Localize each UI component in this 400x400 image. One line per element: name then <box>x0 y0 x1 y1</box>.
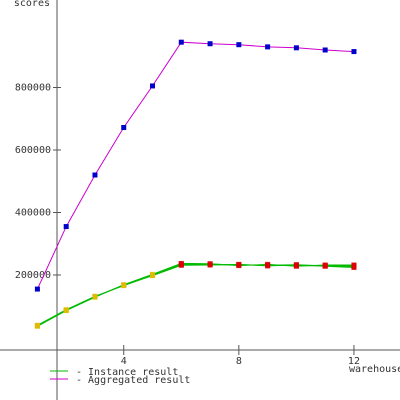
aggregated-point-12 <box>351 49 357 55</box>
y-ticks: 200000 400000 600000 800000 <box>15 83 61 281</box>
y-tick-label-400000: 400000 <box>15 208 51 219</box>
aggregated-point-6 <box>178 39 184 45</box>
aggregated-point-8 <box>236 42 242 48</box>
instance-4-point-8 <box>236 262 242 268</box>
instance-4-point-1 <box>34 322 40 328</box>
x-axis-label: warehouses <box>349 364 400 375</box>
aggregated-point-4 <box>121 125 127 130</box>
x-tick-label-12: 12 <box>348 356 360 367</box>
legend-label-aggregated: - Aggregated result <box>76 375 190 386</box>
series-line-instance-3 <box>37 262 354 327</box>
series-line-instance-4 <box>37 264 355 326</box>
instance-4-point-5 <box>150 272 156 278</box>
instance-4-point-6 <box>178 262 184 268</box>
instance-4-point-10 <box>293 262 299 268</box>
y-tick-label-600000: 600000 <box>15 145 51 156</box>
instance-4-point-9 <box>265 262 271 268</box>
aggregated-point-5 <box>150 83 156 89</box>
instance-4-point-12 <box>351 264 357 270</box>
aggregated-point-7 <box>207 41 213 47</box>
aggregated-point-1 <box>34 286 40 292</box>
x-ticks: 4 8 12 <box>121 345 360 367</box>
y-tick-label-200000: 200000 <box>15 270 51 281</box>
instance-4-point-3 <box>92 293 98 299</box>
instance-4-point-11 <box>322 263 328 269</box>
x-tick-label-4: 4 <box>121 356 127 367</box>
series-line-instance-1 <box>37 263 354 327</box>
x-tick-label-8: 8 <box>236 356 242 367</box>
instance-4-point-7 <box>207 262 213 268</box>
series-line-aggregated <box>36 41 355 290</box>
aggregated-point-11 <box>322 47 328 53</box>
aggregated-point-3 <box>92 172 98 178</box>
legend-label-instance: - Instance result <box>76 367 178 378</box>
aggregated-point-2 <box>63 224 69 230</box>
instance-4-point-2 <box>63 307 69 313</box>
aggregated-point-9 <box>265 44 271 50</box>
y-tick-label-800000: 800000 <box>15 83 51 94</box>
aggregated-point-10 <box>293 45 299 51</box>
legend: - Instance result - Aggregated result <box>50 367 190 386</box>
instance-4-point-4 <box>121 283 127 289</box>
series-layer <box>34 39 357 329</box>
series-line-instance-2 <box>37 263 355 327</box>
y-axis-label: scores <box>14 0 50 9</box>
